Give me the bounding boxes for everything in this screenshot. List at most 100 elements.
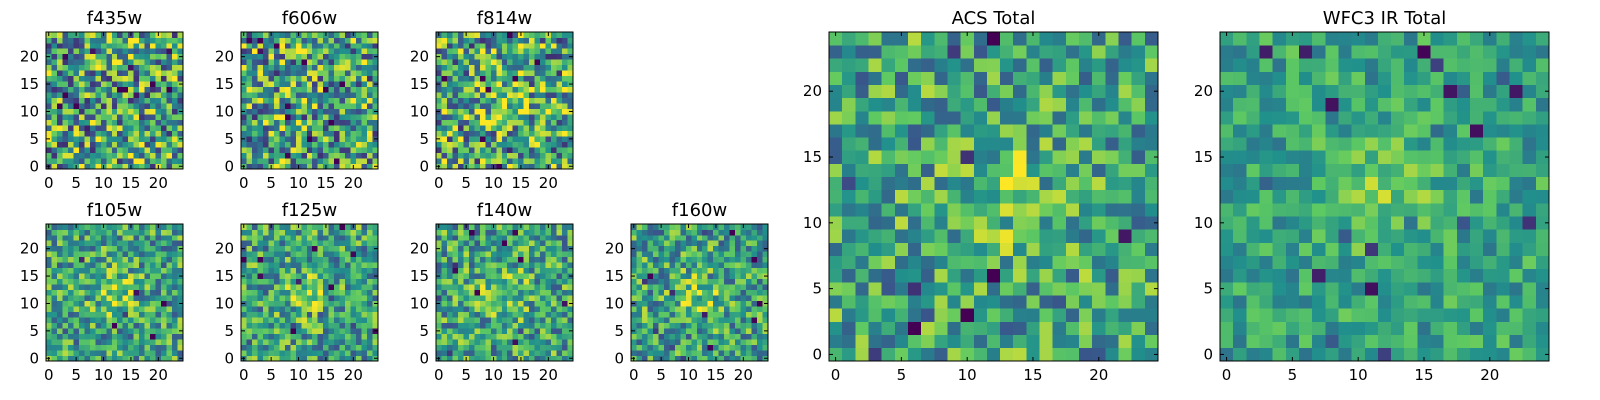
heatmap-cell	[78, 64, 85, 71]
heatmap-cell	[713, 278, 719, 285]
heatmap-cell	[78, 42, 85, 49]
heatmap-cell	[496, 300, 503, 307]
heatmap-cell	[312, 75, 319, 82]
y-tick-label: 15	[410, 267, 429, 285]
heatmap-cell	[921, 189, 935, 204]
heatmap-cell	[446, 108, 453, 115]
heatmap-cell	[295, 344, 302, 351]
heatmap-cell	[51, 92, 58, 99]
heatmap-cell	[62, 262, 69, 269]
heatmap-cell	[246, 224, 253, 230]
heatmap-cell	[452, 119, 459, 126]
heatmap-cell	[751, 328, 758, 334]
heatmap-cell	[1026, 163, 1040, 178]
heatmap-cell	[312, 306, 319, 312]
heatmap-cell	[84, 48, 91, 55]
x-tick-label: 20	[539, 174, 558, 192]
heatmap-cell	[339, 37, 346, 44]
heatmap-cell	[1039, 308, 1054, 322]
y-tick-label: 5	[29, 322, 39, 340]
heatmap-cell	[441, 86, 448, 93]
heatmap-cell	[161, 92, 167, 99]
heatmap-cell	[139, 136, 145, 142]
heatmap-cell	[295, 136, 302, 142]
heatmap-cell	[518, 119, 524, 126]
heatmap-cell	[960, 321, 975, 335]
heatmap-cell	[685, 234, 692, 241]
heatmap-cell	[545, 344, 552, 351]
heatmap-cell	[73, 339, 80, 345]
heatmap-cell	[273, 125, 280, 131]
heatmap-cell	[501, 350, 508, 356]
heatmap-cell	[290, 322, 297, 329]
heatmap-cell	[78, 125, 85, 131]
heatmap-cell	[1105, 308, 1119, 322]
heatmap-cell	[268, 42, 275, 49]
heatmap-cell	[312, 163, 319, 170]
heatmap-cell	[463, 48, 470, 55]
heatmap-cell	[356, 289, 362, 296]
heatmap-cell	[290, 75, 297, 82]
heatmap-cell	[973, 229, 988, 243]
heatmap-cell	[367, 300, 373, 307]
heatmap-cell	[663, 317, 670, 323]
heatmap-cell	[680, 339, 687, 345]
heatmap-cell	[534, 289, 541, 296]
heatmap-cell	[523, 328, 530, 334]
heatmap-cell	[534, 306, 541, 312]
heatmap-cell	[658, 251, 665, 258]
heatmap-cell	[868, 334, 882, 349]
heatmap-cell	[95, 119, 102, 126]
heatmap-cell	[328, 344, 335, 351]
heatmap-cell	[457, 300, 464, 307]
heatmap-cell	[724, 251, 730, 258]
heatmap-cell	[729, 289, 736, 296]
heatmap-cell	[468, 53, 475, 60]
heatmap-cell	[62, 114, 69, 120]
heatmap-cell	[534, 97, 541, 104]
heatmap-cell	[133, 344, 140, 351]
heatmap-cell	[501, 328, 508, 334]
heatmap-cell	[496, 125, 503, 131]
heatmap-cell	[986, 229, 1001, 243]
heatmap-cell	[273, 97, 280, 104]
heatmap-cell	[855, 255, 869, 270]
heatmap-cell	[262, 355, 269, 362]
heatmap-cell	[545, 92, 552, 99]
heatmap-cell	[669, 245, 676, 252]
heatmap-cell	[89, 273, 96, 280]
heatmap-cell	[680, 267, 687, 274]
heatmap-cell	[446, 251, 453, 258]
heatmap-cell	[829, 282, 843, 296]
heatmap-cell	[246, 32, 253, 38]
heatmap-cell	[523, 81, 530, 88]
heatmap-cell	[268, 92, 275, 99]
heatmap-cell	[479, 295, 486, 302]
heatmap-cell	[960, 347, 975, 362]
heatmap-cell	[540, 355, 546, 362]
heatmap-cell	[241, 75, 247, 82]
heatmap-cell	[257, 42, 264, 49]
heatmap-cell	[631, 350, 637, 356]
heatmap-cell	[479, 108, 486, 115]
heatmap-cell	[122, 317, 129, 323]
heatmap-cell	[73, 306, 80, 312]
heatmap-cell	[540, 295, 546, 302]
heatmap-cell	[128, 289, 134, 296]
heatmap-cell	[680, 278, 687, 285]
heatmap-cell	[257, 53, 264, 60]
heatmap-cell	[436, 119, 442, 126]
heatmap-cell	[301, 284, 308, 291]
heatmap-cell	[457, 322, 464, 329]
heatmap-cell	[317, 333, 324, 340]
heatmap-cell	[740, 289, 747, 296]
heatmap-cell	[636, 284, 643, 291]
heatmap-cell	[631, 229, 637, 236]
heatmap-cell	[312, 262, 319, 269]
heatmap-cell	[84, 32, 91, 38]
heatmap-cell	[262, 114, 269, 120]
heatmap-cell	[139, 333, 145, 340]
heatmap-cell	[100, 86, 107, 93]
heatmap-cell	[312, 48, 319, 55]
heatmap-cell	[479, 119, 486, 126]
